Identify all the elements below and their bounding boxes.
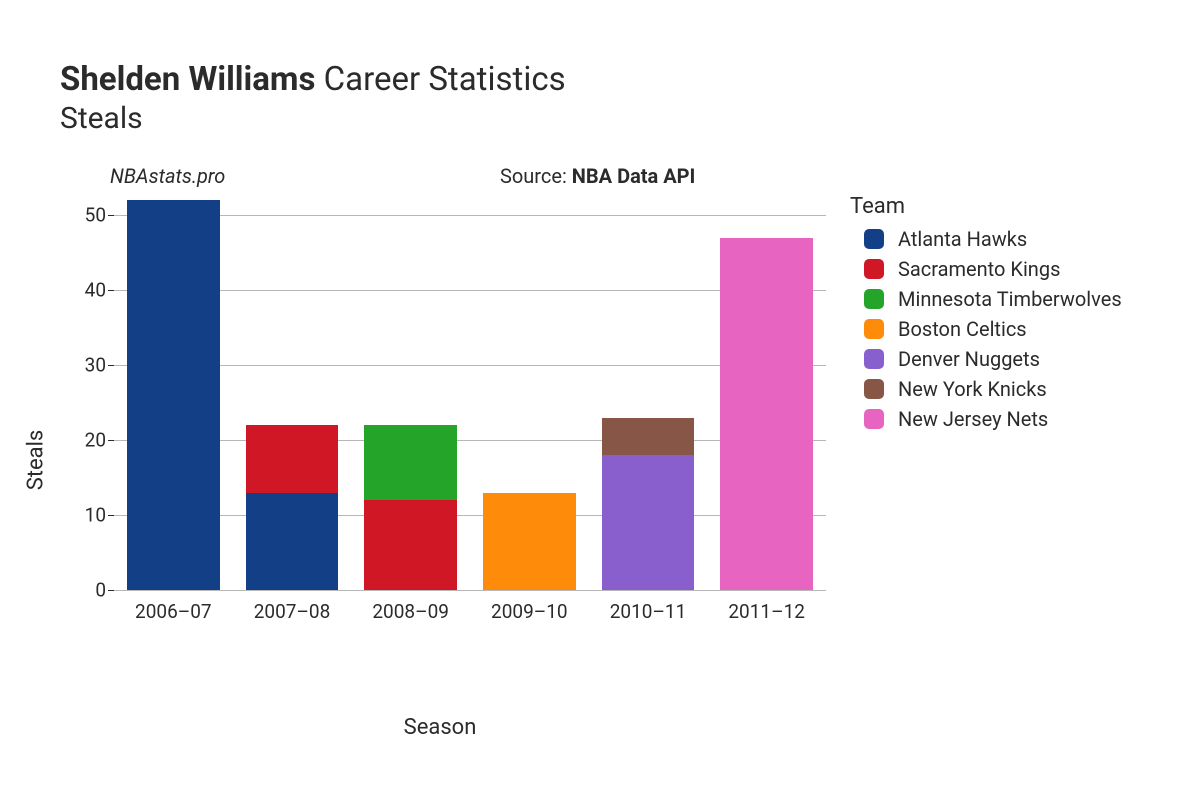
bar-column (720, 200, 813, 590)
y-tick-mark (108, 440, 114, 441)
legend-swatch (864, 259, 884, 279)
legend-swatch (864, 379, 884, 399)
plot-region: 010203040502006–072007–082008–092009–102… (114, 200, 826, 590)
legend-item-boston: Boston Celtics (850, 317, 1122, 341)
y-tick-mark (108, 215, 114, 216)
title-suffix: Career Statistics (324, 60, 566, 99)
x-tick-label: 2009–10 (491, 590, 568, 623)
bar-column (602, 200, 695, 590)
x-tick-label: 2007–08 (254, 590, 331, 623)
bar-segment-atlanta (127, 200, 220, 590)
grid-line (114, 515, 826, 516)
legend-item-newjersey: New Jersey Nets (850, 407, 1122, 431)
grid-line (114, 215, 826, 216)
source-name: NBA Data API (572, 164, 696, 188)
legend-label: Minnesota Timberwolves (898, 287, 1122, 311)
legend: Team Atlanta Hawks Sacramento Kings Minnes… (850, 194, 1122, 437)
grid-line (114, 590, 826, 591)
legend-item-newyork: New York Knicks (850, 377, 1122, 401)
chart-container: Shelden Williams Career Statistics Steal… (0, 0, 1200, 800)
legend-label: Boston Celtics (898, 317, 1027, 341)
bar-segment-denver (602, 455, 695, 590)
bar-column (483, 200, 576, 590)
legend-swatch (864, 289, 884, 309)
x-tick-label: 2010–11 (610, 590, 687, 623)
grid-line (114, 440, 826, 441)
legend-label: Sacramento Kings (898, 257, 1060, 281)
player-name: Shelden Williams (60, 60, 315, 99)
grid-line (114, 365, 826, 366)
metric-name: Steals (60, 101, 1160, 136)
legend-item-denver: Denver Nuggets (850, 347, 1122, 371)
bar-segment-sacramento (246, 425, 339, 493)
y-tick-mark (108, 290, 114, 291)
bar-segment-newjersey (720, 238, 813, 591)
legend-swatch (864, 229, 884, 249)
legend-item-atlanta: Atlanta Hawks (850, 227, 1122, 251)
y-tick-mark (108, 515, 114, 516)
bar-column (246, 200, 339, 590)
grid-line (114, 290, 826, 291)
title-block: Shelden Williams Career Statistics Steal… (60, 60, 1160, 136)
legend-swatch (864, 409, 884, 429)
bar-segment-sacramento (364, 500, 457, 590)
y-tick-mark (108, 365, 114, 366)
meta-row: NBAstats.pro Source: NBA Data API (60, 164, 1160, 190)
bar-column (127, 200, 220, 590)
legend-item-minnesota: Minnesota Timberwolves (850, 287, 1122, 311)
x-tick-label: 2011–12 (728, 590, 805, 623)
bar-segment-newyork (602, 418, 695, 456)
legend-swatch (864, 319, 884, 339)
bar-segment-atlanta (246, 493, 339, 591)
legend-label: New York Knicks (898, 377, 1047, 401)
bar-segment-minnesota (364, 425, 457, 500)
bar-column (364, 200, 457, 590)
x-axis-label: Season (404, 715, 477, 740)
site-credit: NBAstats.pro (110, 164, 225, 188)
title-line-1: Shelden Williams Career Statistics (60, 60, 1160, 99)
legend-label: Denver Nuggets (898, 347, 1040, 371)
y-tick-mark (108, 590, 114, 591)
legend-title: Team (850, 194, 1122, 219)
data-source: Source: NBA Data API (500, 164, 695, 188)
legend-swatch (864, 349, 884, 369)
y-axis-label: Steals (24, 430, 49, 491)
legend-label: New Jersey Nets (898, 407, 1048, 431)
chart-area: Steals 010203040502006–072007–082008–092… (60, 200, 1160, 720)
x-tick-label: 2008–09 (372, 590, 449, 623)
legend-label: Atlanta Hawks (898, 227, 1027, 251)
source-prefix: Source: (500, 164, 572, 188)
legend-item-sacramento: Sacramento Kings (850, 257, 1122, 281)
x-tick-label: 2006–07 (135, 590, 212, 623)
bar-segment-boston (483, 493, 576, 591)
